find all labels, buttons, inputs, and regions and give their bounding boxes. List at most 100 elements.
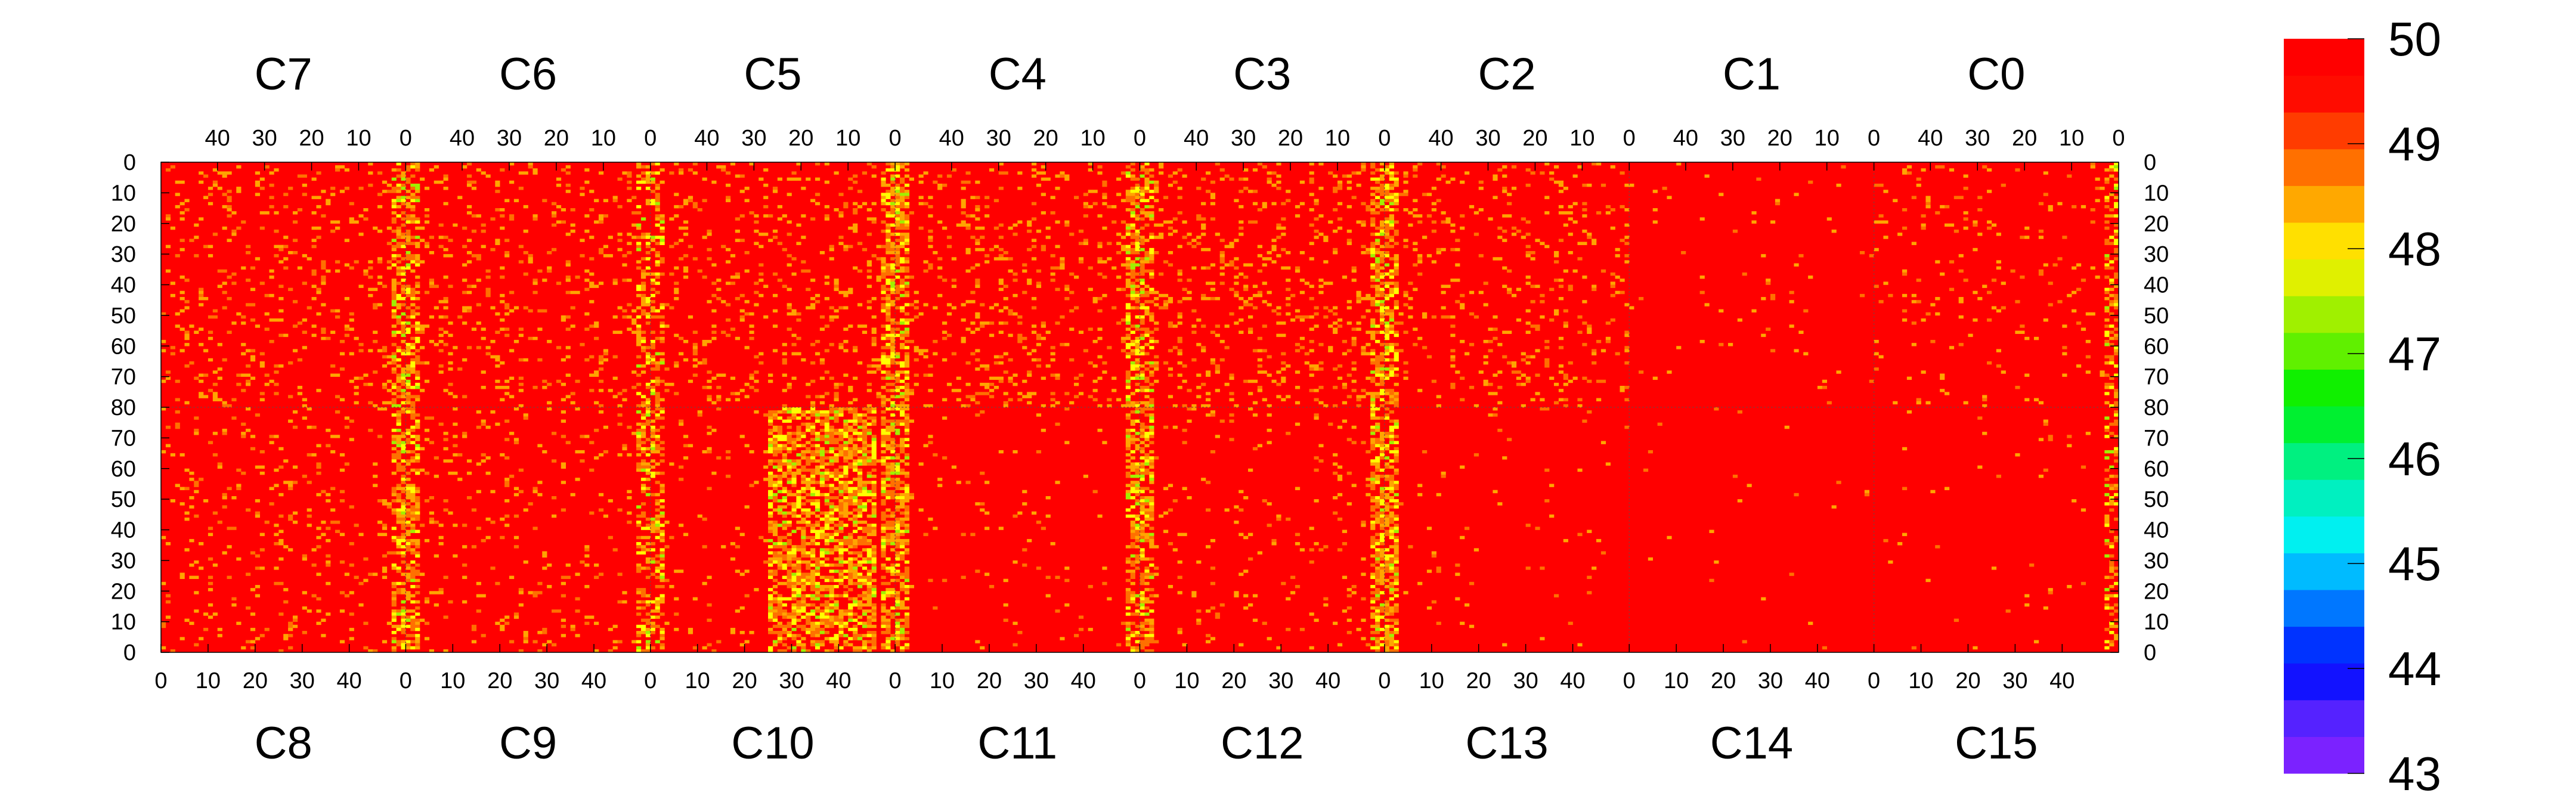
heatmap-cell (396, 346, 401, 349)
heatmap-cell (410, 401, 416, 405)
heatmap-cell (655, 376, 660, 380)
heatmap-cell (998, 321, 1004, 325)
heatmap-cell (900, 217, 905, 221)
heatmap-cell (1239, 205, 1244, 209)
heatmap-cell (1361, 202, 1366, 206)
heatmap-cell (763, 284, 769, 288)
heatmap-cell (594, 284, 599, 288)
heatmap-cell (895, 379, 900, 383)
heatmap-cell (1027, 281, 1032, 285)
heatmap-cell (1394, 193, 1399, 196)
heatmap-cell (895, 333, 900, 338)
heatmap-cell (900, 404, 905, 408)
heatmap-cell (871, 315, 877, 319)
heatmap-cell (1379, 389, 1385, 392)
heatmap-cell (405, 572, 411, 576)
heatmap-cell (1295, 386, 1301, 389)
heatmap-cell (217, 398, 222, 402)
heatmap-cell (998, 281, 1004, 285)
heatmap-cell (208, 358, 213, 362)
heatmap-cell (518, 468, 524, 472)
heatmap-cell (2109, 355, 2114, 359)
heatmap-cell (241, 471, 246, 475)
heatmap-cell (834, 281, 839, 285)
heatmap-cell (410, 290, 416, 295)
heatmap-cell (1130, 275, 1135, 279)
heatmap-cell (170, 226, 175, 230)
heatmap-cell (1346, 373, 1352, 377)
heatmap-cell (617, 239, 623, 242)
heatmap-cell (584, 168, 590, 172)
heatmap-cell (462, 545, 467, 549)
heatmap-cell (853, 180, 858, 184)
heatmap-cell (993, 386, 999, 389)
heatmap-cell (227, 171, 232, 175)
heatmap-cell (993, 376, 999, 380)
heatmap-cell (1168, 324, 1174, 328)
heatmap-cell (1370, 324, 1376, 328)
heatmap-cell (401, 278, 406, 282)
heatmap-cell (2080, 327, 2086, 331)
heatmap-cell (1361, 220, 1366, 224)
heatmap-cell (1144, 162, 1150, 166)
heatmap-cell (645, 250, 651, 255)
heatmap-cell (1478, 370, 1484, 374)
heatmap-cell (1140, 346, 1145, 349)
heatmap-cell (339, 468, 345, 472)
heatmap-cell (796, 318, 801, 322)
heatmap-cell (1587, 233, 1592, 236)
heatmap-cell (1172, 346, 1178, 349)
heatmap-cell (518, 382, 524, 386)
heatmap-cell (1525, 355, 1531, 359)
heatmap-cell (1107, 398, 1112, 402)
heatmap-cell (1177, 339, 1182, 343)
heatmap-cell (777, 205, 783, 209)
heatmap-cell (1351, 389, 1357, 392)
heatmap-cell (410, 456, 416, 460)
heatmap-cell (523, 637, 528, 640)
heatmap-cell (655, 187, 660, 190)
heatmap-cell (1120, 287, 1126, 292)
heatmap-cell (1874, 352, 1879, 355)
heatmap-cell (453, 422, 458, 426)
heatmap-cell (208, 336, 213, 340)
heatmap-cell (466, 183, 472, 187)
heatmap-cell (1271, 260, 1277, 264)
heatmap-cell (650, 389, 655, 392)
heatmap-cell (227, 404, 232, 408)
heatmap-cell (165, 214, 171, 218)
heatmap-cell (580, 450, 585, 454)
heatmap-cell (975, 284, 980, 288)
heatmap-cell (330, 193, 336, 196)
heatmap-cell (405, 521, 411, 524)
heatmap-cell (1031, 392, 1037, 395)
heatmap-cell (443, 438, 448, 441)
heatmap-cell (1525, 254, 1531, 258)
heatmap-cell (405, 257, 411, 261)
heatmap-cell (321, 303, 326, 306)
heatmap-cell (222, 205, 227, 209)
heatmap-cell (1130, 290, 1135, 295)
heatmap-cell (904, 226, 910, 230)
heatmap-cell (556, 220, 562, 224)
heatmap-cell (2114, 233, 2119, 236)
heatmap-cell (1540, 242, 1545, 246)
heatmap-cell (391, 230, 397, 233)
heatmap-cell (1460, 398, 1465, 402)
heatmap-cell (909, 392, 914, 395)
heatmap-cell (660, 303, 665, 306)
heatmap-cell (1135, 389, 1140, 392)
heatmap-cell (928, 364, 933, 368)
heatmap-cell (735, 239, 740, 242)
heatmap-cell (1379, 162, 1385, 166)
heatmap-cell (1624, 242, 1630, 246)
heatmap-cell (561, 208, 566, 212)
heatmap-cell (1219, 239, 1225, 242)
heatmap-cell (1205, 266, 1211, 270)
heatmap-cell (316, 205, 321, 209)
heatmap-cell (1558, 284, 1564, 288)
heatmap-cell (1408, 281, 1413, 285)
heatmap-cell (2095, 177, 2100, 181)
heatmap-cell (250, 355, 256, 359)
heatmap-cell (1120, 171, 1126, 175)
